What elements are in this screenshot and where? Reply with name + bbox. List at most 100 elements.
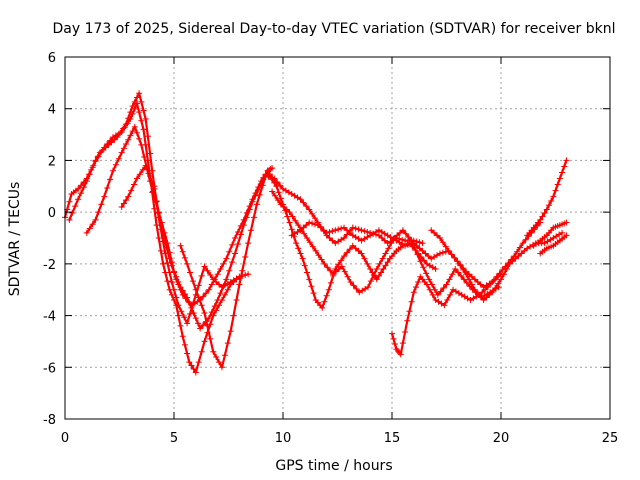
data-point <box>349 224 356 231</box>
data-point <box>236 281 243 288</box>
series-arc-4 <box>118 162 276 309</box>
data-point <box>136 171 143 178</box>
y-tick-label: 2 <box>48 154 56 169</box>
x-tick-label: 15 <box>384 431 401 446</box>
data-point <box>381 237 388 244</box>
data-point <box>142 162 149 169</box>
data-point <box>80 184 87 191</box>
data-point <box>373 266 380 273</box>
data-point <box>303 203 310 210</box>
data-point <box>232 235 239 241</box>
data-point <box>168 278 175 285</box>
data-point <box>301 230 308 237</box>
data-point <box>519 240 526 247</box>
data-point <box>284 213 291 220</box>
data-point <box>138 141 145 148</box>
data-point <box>190 366 197 373</box>
data-point <box>516 244 523 251</box>
data-point <box>220 283 227 290</box>
data-point <box>487 280 494 287</box>
series-line <box>120 164 274 307</box>
plot-frame <box>64 56 611 420</box>
data-point <box>269 176 276 183</box>
data-point <box>153 197 160 204</box>
data-point <box>402 230 409 237</box>
data-point <box>293 240 300 247</box>
x-tick-label: 0 <box>61 431 69 446</box>
data-point <box>184 320 191 327</box>
data-series <box>62 90 570 376</box>
data-point <box>214 297 221 304</box>
data-point <box>200 322 207 329</box>
data-point <box>243 210 250 217</box>
data-point <box>385 245 392 252</box>
data-point <box>303 269 310 276</box>
data-point <box>358 227 365 234</box>
data-point <box>550 193 557 200</box>
data-point <box>446 276 453 283</box>
data-point <box>484 284 491 291</box>
data-point <box>309 210 316 217</box>
data-point <box>289 213 296 220</box>
data-point <box>376 260 383 267</box>
data-point <box>123 141 130 148</box>
data-point <box>422 250 429 257</box>
x-tick-label: 25 <box>602 431 619 446</box>
data-point <box>341 235 348 241</box>
data-point <box>522 236 529 243</box>
data-point <box>379 255 386 262</box>
data-point <box>131 181 138 188</box>
data-point <box>141 153 148 160</box>
data-point <box>479 289 486 296</box>
data-point <box>431 286 438 293</box>
data-point <box>192 315 199 322</box>
data-point <box>186 269 193 276</box>
data-point <box>375 232 382 239</box>
data-point <box>423 281 430 288</box>
data-point <box>273 183 280 190</box>
data-point <box>142 116 149 123</box>
data-point <box>463 279 470 286</box>
data-point <box>543 206 550 213</box>
data-point <box>147 150 154 157</box>
data-point <box>229 259 236 266</box>
data-point <box>326 235 333 241</box>
data-point <box>75 185 82 192</box>
data-point <box>223 276 230 283</box>
data-point <box>378 235 385 241</box>
data-point <box>112 161 119 168</box>
data-point <box>121 124 128 131</box>
data-point <box>326 228 333 235</box>
data-point <box>207 335 214 342</box>
data-point <box>186 310 193 317</box>
data-point <box>306 206 313 213</box>
data-point <box>458 272 465 279</box>
x-tick-label: 20 <box>493 431 510 446</box>
data-point <box>365 284 372 291</box>
data-point <box>321 260 328 267</box>
data-point <box>364 260 371 267</box>
data-point <box>226 267 233 274</box>
data-point <box>239 267 246 274</box>
series-arc-12 <box>530 219 570 249</box>
data-point <box>292 217 299 224</box>
data-point <box>355 247 362 254</box>
data-point <box>448 251 455 258</box>
data-point <box>563 157 570 164</box>
y-axis-label: SDTVAR / TECUs <box>7 182 23 297</box>
data-point <box>217 290 224 297</box>
data-point <box>559 229 566 236</box>
data-point <box>308 283 315 290</box>
data-point <box>559 169 566 176</box>
data-point <box>407 241 414 248</box>
data-point <box>432 266 439 273</box>
data-point <box>245 240 252 247</box>
data-point <box>128 187 135 194</box>
data-point <box>230 278 237 285</box>
data-point <box>155 210 162 217</box>
data-point <box>269 188 276 195</box>
data-point <box>380 266 387 273</box>
data-point <box>405 234 412 241</box>
data-point <box>274 178 281 185</box>
data-point <box>490 277 497 284</box>
